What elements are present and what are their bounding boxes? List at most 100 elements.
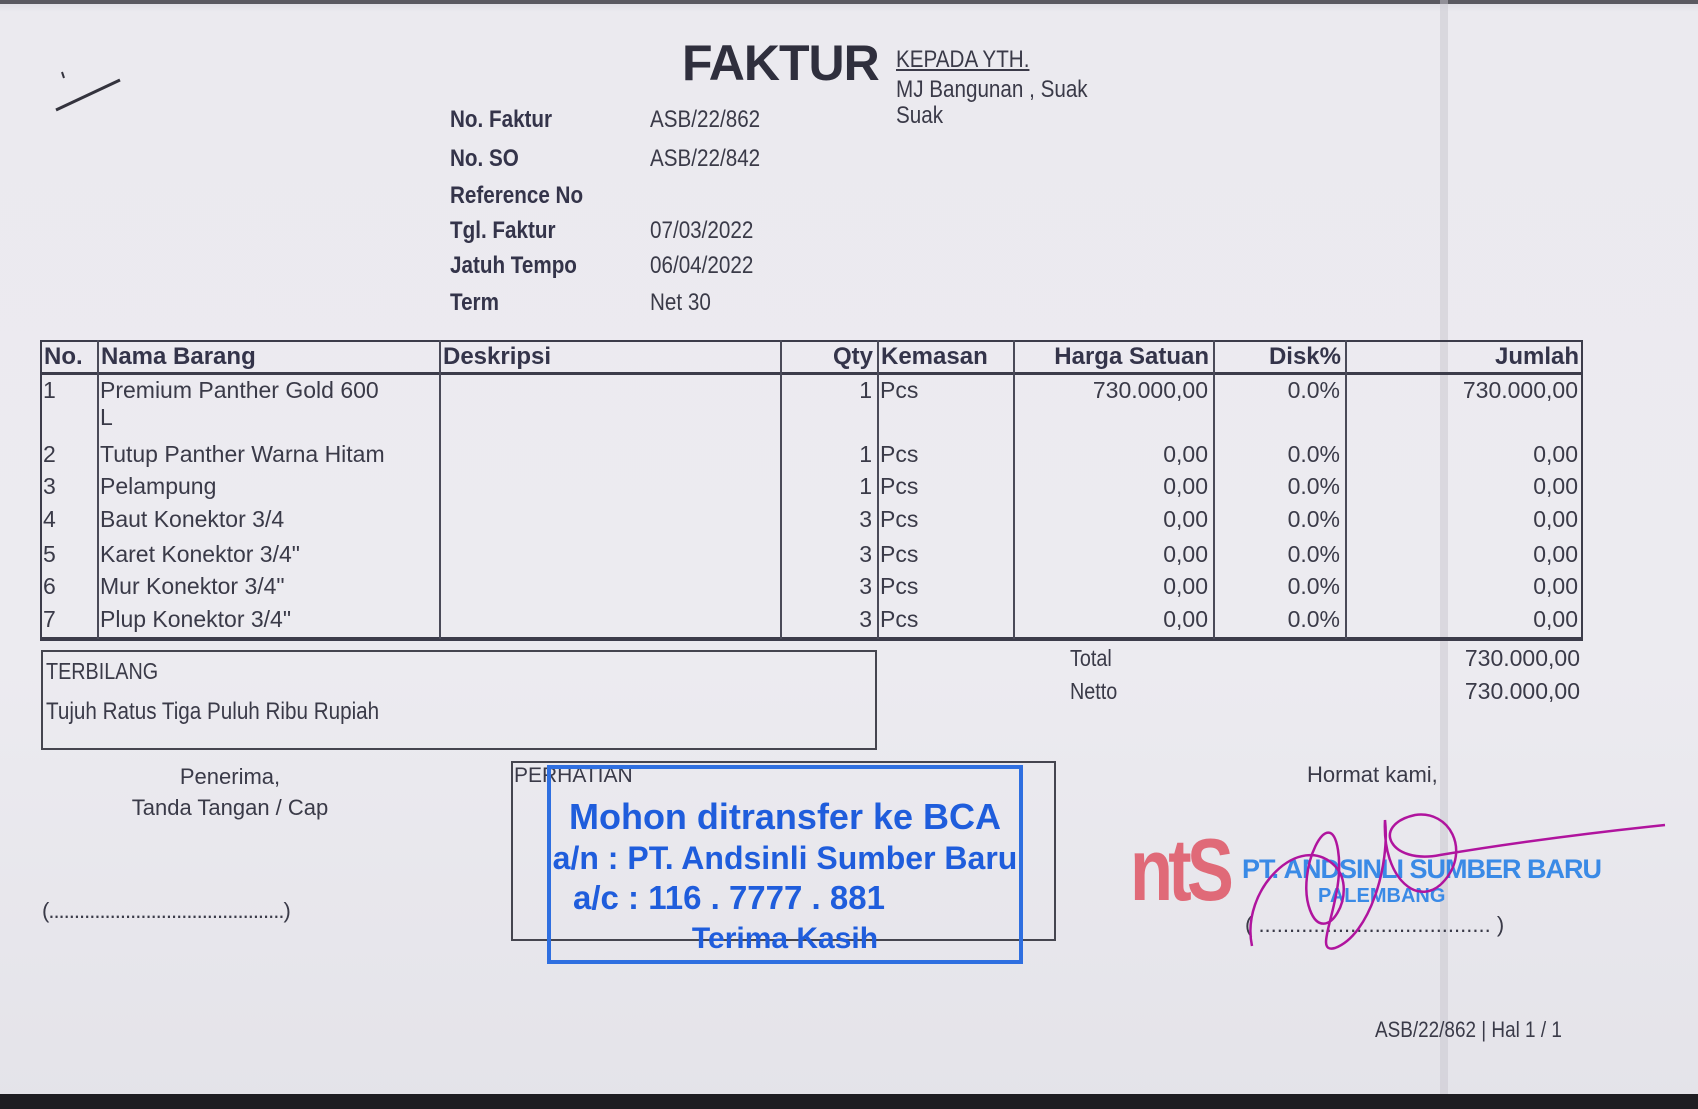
total-value: 730.000,00 (1464, 645, 1580, 671)
table-cell-qty: 1 (859, 473, 872, 499)
table-column-divider (439, 340, 441, 639)
table-cell-total: 0,00 (1533, 441, 1578, 467)
table-cell-unit: Pcs (880, 573, 919, 599)
table-cell-no: 1 (43, 377, 56, 403)
info-label: Reference No (450, 182, 584, 209)
table-column-divider (780, 340, 782, 639)
table-cell-qty: 1 (859, 377, 872, 403)
table-cell-price: 0,00 (1163, 541, 1208, 567)
stamp-line: a/n : PT. Andsinli Sumber Baru (552, 840, 1018, 876)
info-value: ASB/22/862 (650, 106, 761, 133)
table-cell-qty: 3 (859, 573, 872, 599)
notice-box (511, 761, 1056, 941)
company-name-stamp: PT. ANDSINLI SUMBER BARU (1242, 854, 1602, 884)
table-cell-unit: Pcs (880, 506, 919, 532)
recipient-label: KEPADA YTH. (896, 46, 1030, 73)
table-cell-unit: Pcs (880, 377, 919, 403)
table-cell-price: 0,00 (1163, 441, 1208, 467)
table-column-divider (1213, 340, 1215, 639)
table-cell-disc: 0.0% (1287, 541, 1340, 567)
table-header-total: Jumlah (1494, 343, 1579, 370)
info-value: 06/04/2022 (650, 252, 754, 279)
info-value: Net 30 (650, 289, 711, 316)
scan-edge-top (0, 0, 1698, 4)
table-cell-total: 0,00 (1533, 473, 1578, 499)
page-reference: ASB/22/862 | Hal 1 / 1 (1375, 1017, 1562, 1042)
table-cell-name: Karet Konektor 3/4" (100, 541, 300, 567)
table-cell-total: 0,00 (1533, 606, 1578, 632)
recipient-line: Suak (896, 102, 944, 129)
table-header-price: Harga Satuan (1054, 343, 1209, 370)
terbilang-label: TERBILANG (46, 658, 159, 684)
table-cell-qty: 3 (859, 606, 872, 632)
table-cell-disc: 0.0% (1287, 506, 1340, 532)
table-cell-price: 0,00 (1163, 506, 1208, 532)
table-cell-disc: 0.0% (1287, 606, 1340, 632)
table-column-divider (1013, 340, 1015, 639)
table-cell-price: 0,00 (1163, 473, 1208, 499)
table-cell-qty: 1 (859, 441, 872, 467)
table-header-desc: Deskripsi (443, 343, 552, 370)
info-label: Tgl. Faktur (450, 217, 556, 244)
table-cell-name-continued: L (100, 404, 113, 430)
table-cell-no: 5 (43, 541, 56, 567)
table-header-no: No. (44, 343, 83, 370)
document-title: FAKTUR (682, 35, 880, 91)
info-value: 07/03/2022 (650, 217, 754, 244)
paper-fold (1440, 0, 1448, 1095)
closing-text: Hormat kami, (1307, 762, 1438, 787)
table-cell-unit: Pcs (880, 441, 919, 467)
table-column-divider (877, 340, 879, 639)
table-footer-divider (40, 637, 1583, 641)
table-cell-price: 0,00 (1163, 573, 1208, 599)
table-cell-unit: Pcs (880, 541, 919, 567)
table-cell-name: Mur Konektor 3/4" (100, 573, 285, 599)
table-cell-no: 4 (43, 506, 56, 532)
receiver-label: Penerima, (179, 764, 281, 789)
table-cell-unit: Pcs (880, 606, 919, 632)
netto-value: 730.000,00 (1464, 678, 1580, 704)
terbilang-box (41, 650, 877, 750)
handwritten-signature (1249, 813, 1666, 950)
company-logo: ntS (1130, 820, 1234, 919)
info-value: ASB/22/842 (650, 145, 761, 172)
receiver-sign-label: Tanda Tangan / Cap (131, 795, 329, 820)
table-cell-no: 3 (43, 473, 56, 499)
stamp-line: Mohon ditransfer ke BCA (568, 796, 1002, 837)
table-cell-total: 730.000,00 (1462, 377, 1578, 403)
table-cell-total: 0,00 (1533, 573, 1578, 599)
table-cell-name: Pelampung (100, 473, 217, 499)
table-cell-qty: 3 (859, 541, 872, 567)
table-cell-disc: 0.0% (1287, 441, 1340, 467)
info-label: No. Faktur (450, 106, 553, 133)
stamp-line: Terima Kasih (691, 922, 879, 955)
table-header-disc: Disk% (1268, 343, 1341, 370)
table-cell-qty: 3 (859, 506, 872, 532)
table-cell-price: 0,00 (1163, 606, 1208, 632)
table-cell-name: Premium Panther Gold 600 (100, 377, 379, 403)
total-label: Total (1070, 645, 1112, 671)
table-cell-no: 2 (43, 441, 56, 467)
receiver-signature-line: (.......................................… (42, 898, 291, 923)
scan-edge-bottom (0, 1094, 1698, 1109)
info-label: Term (450, 289, 499, 316)
stamp-line: a/c : 116 . 7777 . 881 (573, 879, 885, 916)
recipient-line: MJ Bangunan , Suak (896, 76, 1088, 103)
table-cell-name: Tutup Panther Warna Hitam (100, 441, 385, 467)
table-header-name: Nama Barang (101, 343, 256, 370)
table-column-divider (97, 340, 99, 639)
table-cell-disc: 0.0% (1287, 473, 1340, 499)
table-header-qty: Qty (832, 343, 873, 370)
table-header-divider (40, 372, 1583, 375)
sender-signature-line: ( ......................................… (1245, 912, 1505, 937)
table-cell-name: Baut Konektor 3/4 (100, 506, 285, 532)
table-cell-disc: 0.0% (1287, 573, 1340, 599)
netto-label: Netto (1070, 678, 1118, 704)
table-cell-unit: Pcs (880, 473, 919, 499)
table-cell-total: 0,00 (1533, 506, 1578, 532)
table-header-unit: Kemasan (881, 343, 988, 370)
table-cell-total: 0,00 (1533, 541, 1578, 567)
table-cell-name: Plup Konektor 3/4" (100, 606, 292, 632)
table-cell-disc: 0.0% (1287, 377, 1340, 403)
